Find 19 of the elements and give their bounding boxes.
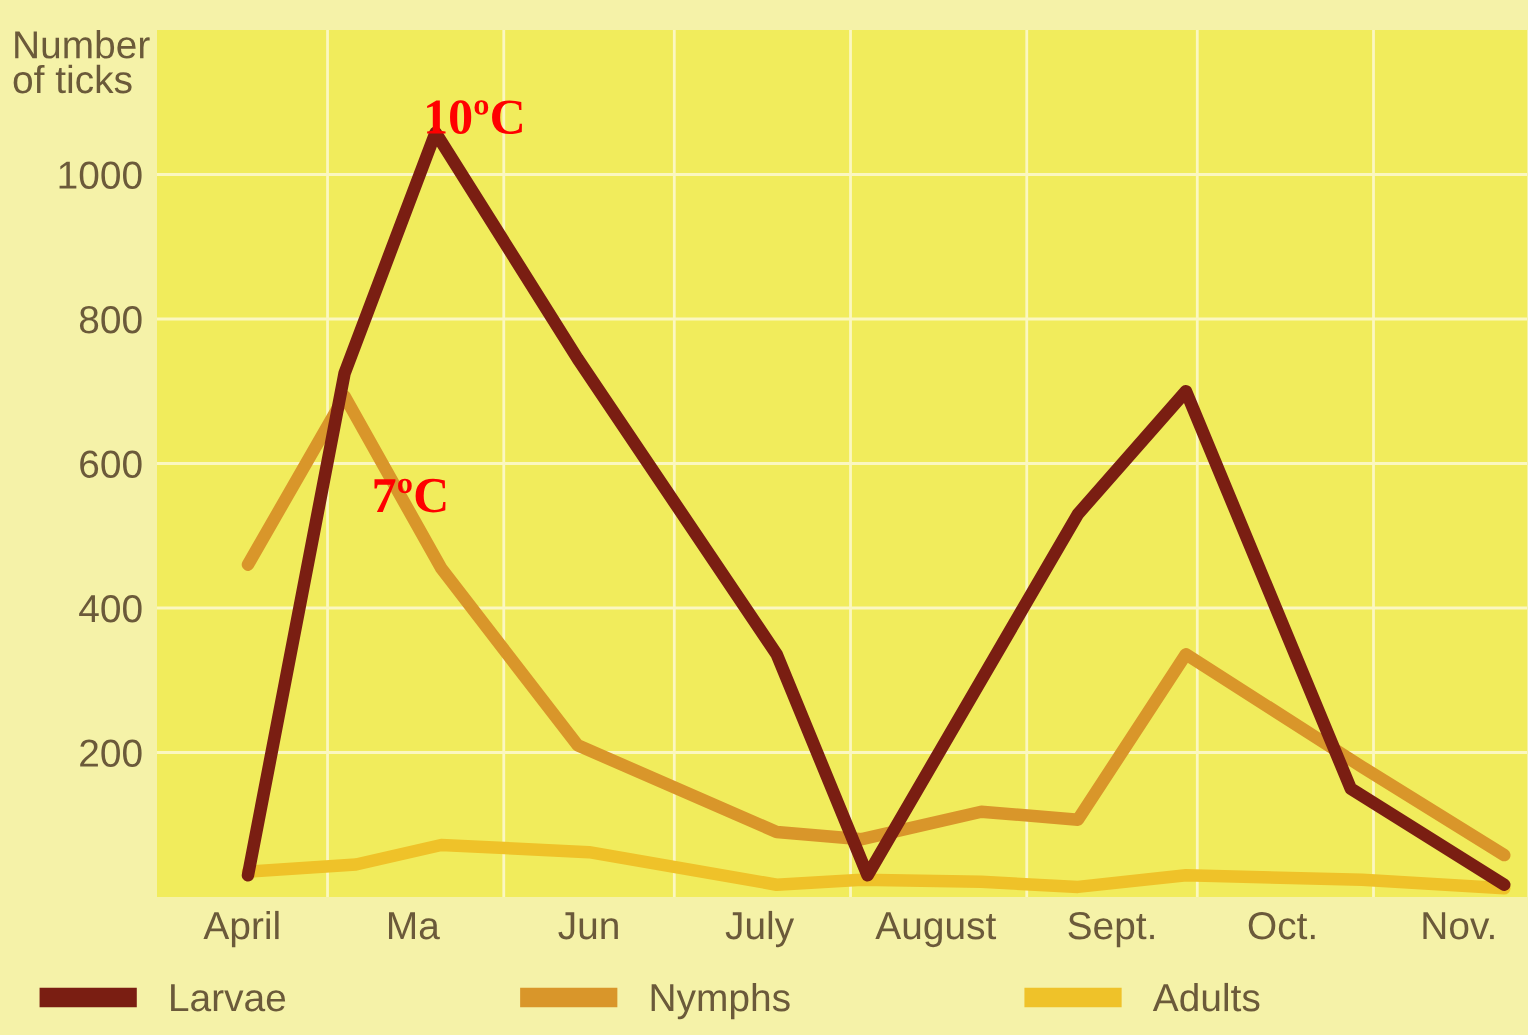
y-tick-label: 600 <box>80 450 142 478</box>
y-tick-label: 1000 <box>59 161 142 189</box>
x-tick-label: April <box>203 910 279 948</box>
x-tick-label: Nov. <box>1423 912 1494 940</box>
y-tick-label: 800 <box>79 305 142 334</box>
y-tick-label: 400 <box>79 594 142 623</box>
legend-label: Larvae <box>171 984 286 1012</box>
x-tick-label: Oct. <box>1248 911 1315 940</box>
annotation: 7ºC <box>374 478 446 513</box>
x-tick-label: July <box>725 910 795 948</box>
x-tick-label: Sept. <box>1068 911 1154 948</box>
x-tick-label: August <box>875 912 997 948</box>
y-tick-label: 200 <box>80 739 142 767</box>
x-tick-label: Jun <box>558 912 618 940</box>
legend-label: Nymphs <box>651 982 790 1020</box>
x-tick-label: Ma <box>388 912 440 940</box>
legend-label: Adults <box>1152 982 1260 1012</box>
y-axis-title: Number of ticks <box>13 30 150 94</box>
annotation: 10ºC <box>427 100 522 134</box>
